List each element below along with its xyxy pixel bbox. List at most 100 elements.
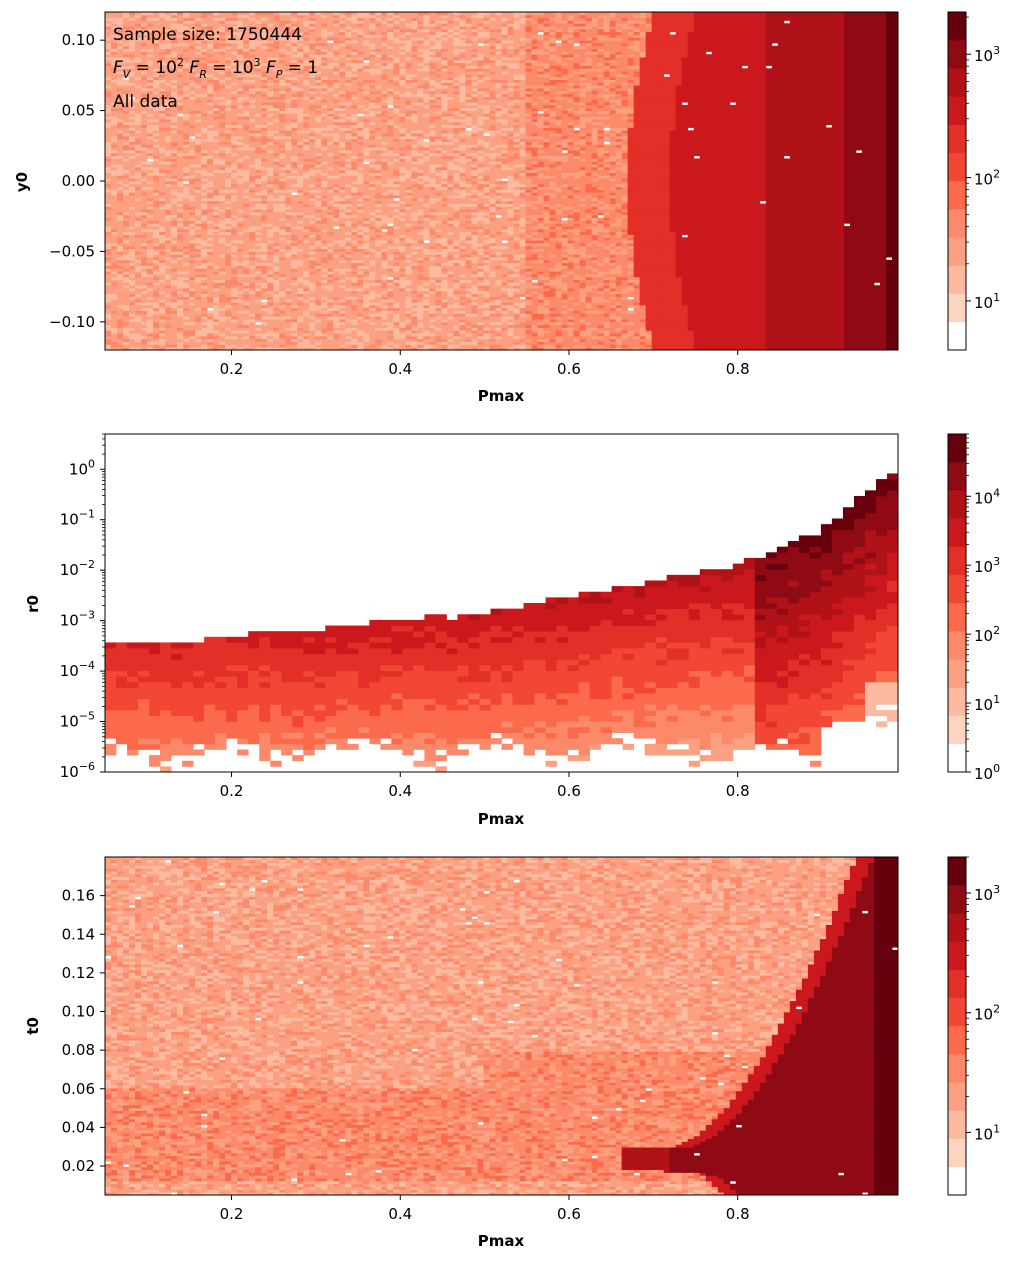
heatmap-cell [321, 321, 328, 326]
heatmap-cell [117, 119, 124, 123]
heatmap-cell [309, 259, 316, 264]
heatmap-cell [291, 282, 298, 286]
heatmap-cell [207, 316, 214, 320]
heatmap-cell [255, 251, 262, 255]
heatmap-cell [207, 226, 214, 230]
heatmap-cell [177, 147, 184, 151]
heatmap-cell [333, 220, 340, 224]
heatmap-cell [315, 158, 322, 162]
heatmap-cell [201, 228, 208, 233]
heatmap-cell [333, 59, 340, 64]
heatmap-cell [117, 279, 124, 283]
heatmap-cell [171, 175, 178, 179]
heatmap-cell [123, 273, 130, 278]
heatmap-cell [201, 166, 208, 171]
heatmap-cell [339, 12, 346, 16]
heatmap-cell [171, 248, 178, 252]
heatmap-cell [171, 285, 178, 289]
heatmap-cell [159, 310, 166, 314]
heatmap-cell [243, 166, 250, 171]
heatmap-cell [153, 313, 160, 317]
heatmap-cell [219, 310, 226, 314]
heatmap-cell [345, 54, 352, 58]
heatmap-cell [165, 133, 172, 137]
heatmap-cell [231, 175, 238, 179]
heatmap-cell [267, 296, 274, 300]
heatmap-cell [195, 178, 202, 182]
heatmap-cell [147, 268, 154, 272]
heatmap-cell [111, 57, 118, 61]
heatmap-cell [117, 333, 124, 337]
heatmap-cell [267, 133, 274, 137]
heatmap-cell [159, 85, 166, 89]
heatmap-cell [255, 299, 262, 303]
heatmap-cell [249, 237, 256, 241]
heatmap-cell [267, 135, 274, 140]
heatmap-cell [159, 57, 166, 61]
heatmap-cell [333, 200, 340, 204]
heatmap-cell [285, 71, 292, 75]
heatmap-cell [273, 203, 280, 207]
heatmap-cell [159, 209, 166, 213]
heatmap-cell [303, 71, 310, 75]
heatmap-cell [237, 110, 244, 114]
heatmap-cell [141, 335, 148, 340]
heatmap-cell [309, 203, 316, 207]
heatmap-cell [345, 327, 352, 331]
heatmap-cell [279, 113, 286, 117]
heatmap-cell [237, 141, 244, 145]
heatmap-cell [351, 223, 358, 227]
heatmap-cell [303, 59, 310, 64]
heatmap-cell [273, 237, 280, 241]
heatmap-cell [171, 310, 178, 314]
heatmap-cell [351, 293, 358, 297]
heatmap-cell [141, 276, 148, 280]
heatmap-cell [159, 338, 166, 342]
heatmap-cell [225, 23, 232, 27]
heatmap-cell [339, 197, 346, 202]
heatmap-cell [165, 88, 172, 92]
heatmap-cell [291, 296, 298, 300]
heatmap-cell [201, 90, 208, 95]
heatmap-cell [153, 347, 160, 351]
heatmap-cell [291, 197, 298, 202]
heatmap-cell [345, 211, 352, 216]
heatmap-cell [111, 282, 118, 286]
heatmap-cell [195, 45, 202, 50]
heatmap-cell [183, 189, 190, 193]
heatmap-cell [105, 237, 112, 241]
heatmap-cell [123, 40, 130, 44]
heatmap-cell [135, 73, 142, 78]
heatmap-cell [189, 257, 196, 261]
heatmap-cell [291, 102, 298, 106]
heatmap-cell [237, 186, 244, 190]
heatmap-cell [225, 240, 232, 244]
heatmap-cell [261, 248, 268, 252]
heatmap-cell [297, 158, 304, 162]
heatmap-cell [231, 271, 238, 275]
heatmap-cell [105, 203, 112, 207]
heatmap-cell [291, 324, 298, 328]
heatmap-cell [327, 271, 334, 275]
heatmap-cell [135, 228, 142, 233]
heatmap-cell [321, 347, 328, 351]
heatmap-cell [201, 338, 208, 342]
heatmap-cell [177, 304, 184, 309]
heatmap-cell [111, 251, 118, 255]
heatmap-cell [321, 293, 328, 297]
heatmap-cell [171, 76, 178, 80]
heatmap-cell [153, 195, 160, 199]
heatmap-cell [315, 214, 322, 219]
heatmap-cell [255, 316, 262, 320]
heatmap-cell [309, 28, 316, 33]
heatmap-cell [243, 316, 250, 320]
heatmap-cell [195, 288, 202, 292]
heatmap-cell [255, 31, 262, 35]
heatmap-cell [291, 268, 298, 272]
heatmap-cell [153, 259, 160, 264]
heatmap-cell [255, 144, 262, 148]
heatmap-cell [171, 127, 178, 131]
heatmap-cell [153, 335, 160, 340]
heatmap-cell [135, 175, 142, 179]
